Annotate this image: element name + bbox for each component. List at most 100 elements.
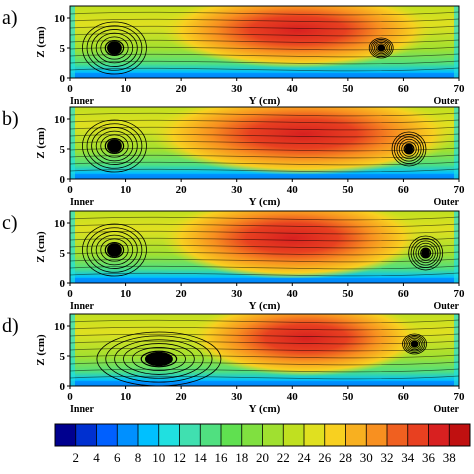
x-end-label-inner: Inner [70, 96, 94, 107]
colorbar-swatch [55, 424, 77, 446]
colorbar-swatch [75, 424, 97, 446]
x-tick-label: 10 [120, 391, 132, 403]
x-tick-label: 30 [231, 184, 243, 196]
panel-label: a) [2, 7, 18, 29]
x-tick-label: 70 [454, 184, 466, 196]
colorbar-tick-label: 2 [73, 450, 80, 465]
colorbar-swatch [366, 424, 388, 446]
colorbar-tick-label: 18 [235, 450, 248, 465]
x-tick-label: 50 [342, 288, 354, 300]
x-tick-label: 60 [398, 288, 410, 300]
plot-frame [69, 313, 460, 387]
x-tick-label: 10 [120, 184, 132, 196]
x-tick-label: 40 [287, 288, 299, 300]
y-tick-label: 0 [60, 73, 66, 85]
y-tick-label: 10 [54, 114, 66, 126]
colorbar-tick-label: 6 [114, 450, 121, 465]
colorbar-swatch [449, 424, 471, 446]
x-tick-label: 30 [231, 391, 243, 403]
vortex-2 [391, 131, 427, 167]
colorbar-swatch [241, 424, 263, 446]
colorbar-swatch [407, 424, 429, 446]
x-tick-label: 40 [287, 391, 299, 403]
colorbar: 2 4 6 8 10 12 14 16 18 20 22 24 26 28 30 32 34 36 38 [54, 423, 471, 465]
x-tick-label: 30 [231, 288, 243, 300]
contour-field [70, 6, 459, 78]
colorbar-swatch [387, 424, 409, 446]
plot-frame [69, 210, 460, 284]
colorbar-tick-label: 28 [339, 450, 352, 465]
colorbar-tick-label: 38 [443, 450, 456, 465]
streamlines [70, 11, 459, 75]
y-tick-label: 10 [54, 13, 66, 25]
colorbar-tick-label: 32 [381, 450, 394, 465]
streamlines [70, 112, 459, 173]
x-tick-label: 40 [287, 184, 299, 196]
x-tick-label: 60 [398, 391, 410, 403]
vortex-2 [408, 235, 444, 271]
x-tick-label: 20 [176, 391, 188, 403]
panel-label: c) [2, 212, 18, 234]
x-end-label-inner: Inner [70, 197, 94, 208]
x-tick-label: 50 [342, 83, 354, 95]
x-tick-label: 60 [398, 184, 410, 196]
y-tick-label: 10 [54, 218, 66, 230]
x-axis-label: Y (cm) [249, 196, 281, 208]
colorbar-swatch [200, 424, 222, 446]
colorbar-tick-label: 20 [256, 450, 269, 465]
x-tick-label: 20 [176, 288, 188, 300]
x-tick-label: 10 [120, 288, 132, 300]
panel-label: b) [2, 108, 19, 130]
colorbar-swatch [324, 424, 346, 446]
plot-frame [69, 106, 460, 180]
colorbar-swatch [304, 424, 326, 446]
colorbar-tick-label: 8 [135, 450, 142, 465]
y-tick-label: 10 [54, 321, 66, 333]
x-tick-label: 20 [176, 184, 188, 196]
y-axis-label: Z (cm) [35, 334, 47, 366]
y-axis-label: Z (cm) [35, 231, 47, 263]
x-tick-label: 0 [67, 391, 73, 403]
x-axis-label: Y (cm) [249, 95, 281, 107]
colorbar-tick-label: 30 [360, 450, 373, 465]
y-axis-label: Z (cm) [35, 127, 47, 159]
x-end-label-outer: Outer [433, 301, 459, 312]
x-tick-label: 30 [231, 83, 243, 95]
colorbar-swatch [96, 424, 118, 446]
x-end-label-inner: Inner [70, 404, 94, 415]
x-end-label-inner: Inner [70, 301, 94, 312]
x-end-label-outer: Outer [433, 197, 459, 208]
x-end-label-outer: Outer [433, 404, 459, 415]
colorbar-tick-label: 36 [422, 450, 436, 465]
streamlines [70, 216, 459, 277]
x-tick-label: 70 [454, 288, 466, 300]
colorbar-tick-label: 14 [194, 450, 208, 465]
x-axis-label: Y (cm) [249, 300, 281, 312]
y-tick-label: 5 [60, 43, 66, 55]
panel-a: 0 5 10 0 10 20 30 40 50 60 70 Inner Outer Y (cm) Z (cm… [2, 5, 465, 107]
y-tick-label: 0 [60, 278, 66, 290]
y-tick-label: 0 [60, 174, 66, 186]
x-tick-label: 50 [342, 391, 354, 403]
plot-frame [69, 5, 460, 79]
vortex-1 [82, 21, 147, 75]
streamlines [70, 319, 459, 386]
colorbar-tick-label: 24 [298, 450, 312, 465]
colorbar-swatch [262, 424, 284, 446]
colorbar-swatch [283, 424, 305, 446]
colorbar-tick-label: 16 [215, 450, 229, 465]
colorbar-swatch [117, 424, 139, 446]
panel-label: d) [2, 315, 19, 337]
x-tick-label: 0 [67, 83, 73, 95]
x-tick-label: 10 [120, 83, 132, 95]
y-tick-label: 5 [60, 144, 66, 156]
vortex-2 [402, 333, 427, 355]
vortex-1 [96, 331, 222, 386]
y-axis-label: Z (cm) [35, 26, 47, 58]
x-tick-label: 50 [342, 184, 354, 196]
colorbar-tick-label: 22 [277, 450, 290, 465]
vortex-1 [82, 223, 147, 277]
x-axis-label: Y (cm) [249, 403, 281, 415]
colorbar-tick-label: 26 [318, 450, 332, 465]
